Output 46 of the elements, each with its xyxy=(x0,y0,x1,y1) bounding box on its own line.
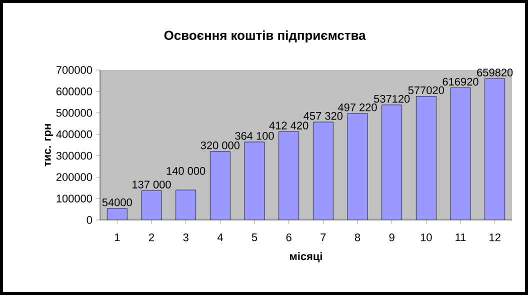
y-tick-label: 500000 xyxy=(56,108,92,117)
x-tick-label: 8 xyxy=(354,234,360,242)
y-tick-label: 200000 xyxy=(56,173,92,182)
y-tick-label: 400000 xyxy=(56,130,92,138)
data-label: 364 100 xyxy=(235,132,274,140)
bar xyxy=(313,122,334,220)
x-tick-label: 11 xyxy=(456,234,466,242)
bar xyxy=(176,190,196,220)
y-axis-title: тис. грн xyxy=(44,124,54,166)
data-label: 54000 xyxy=(102,198,132,206)
data-label: 320 000 xyxy=(200,141,240,150)
bar xyxy=(450,88,471,220)
bar xyxy=(244,142,265,220)
x-tick-label: 9 xyxy=(389,234,394,242)
chart-title: Освоєння коштів підприємства xyxy=(164,30,366,42)
x-tick-label: 5 xyxy=(252,234,258,242)
data-label: 616920 xyxy=(442,78,478,86)
y-tick-label: 600000 xyxy=(56,88,92,96)
bar xyxy=(348,113,368,220)
y-tick-label: 100000 xyxy=(56,194,92,202)
bar xyxy=(142,190,162,220)
bar xyxy=(382,104,402,220)
data-label: 140 000 xyxy=(166,167,206,175)
x-tick-label: 3 xyxy=(183,234,188,242)
bar xyxy=(278,132,299,220)
y-tick-label: 300000 xyxy=(56,152,92,160)
x-tick-label: 12 xyxy=(490,234,500,242)
x-tick-label: 2 xyxy=(149,234,154,242)
x-tick-label: 1 xyxy=(114,234,120,242)
data-label: 537120 xyxy=(374,94,410,103)
x-tick-label: 6 xyxy=(286,234,292,242)
bar xyxy=(210,151,230,220)
data-label: 659820 xyxy=(477,68,513,76)
data-label: 577020 xyxy=(408,86,444,94)
y-tick-label: 700000 xyxy=(56,66,92,74)
x-tick-label: 10 xyxy=(420,234,432,242)
bar xyxy=(484,78,506,220)
y-tick-label: 0 xyxy=(86,216,92,224)
x-tick-label: 7 xyxy=(320,234,326,242)
data-label: 497 220 xyxy=(338,104,377,112)
data-label: 412 420 xyxy=(269,122,308,130)
data-label: 137 000 xyxy=(132,180,171,188)
data-label: 457 320 xyxy=(304,112,343,120)
bar xyxy=(416,96,436,220)
x-axis-title: місяці xyxy=(290,252,322,262)
x-tick-label: 4 xyxy=(217,234,223,242)
